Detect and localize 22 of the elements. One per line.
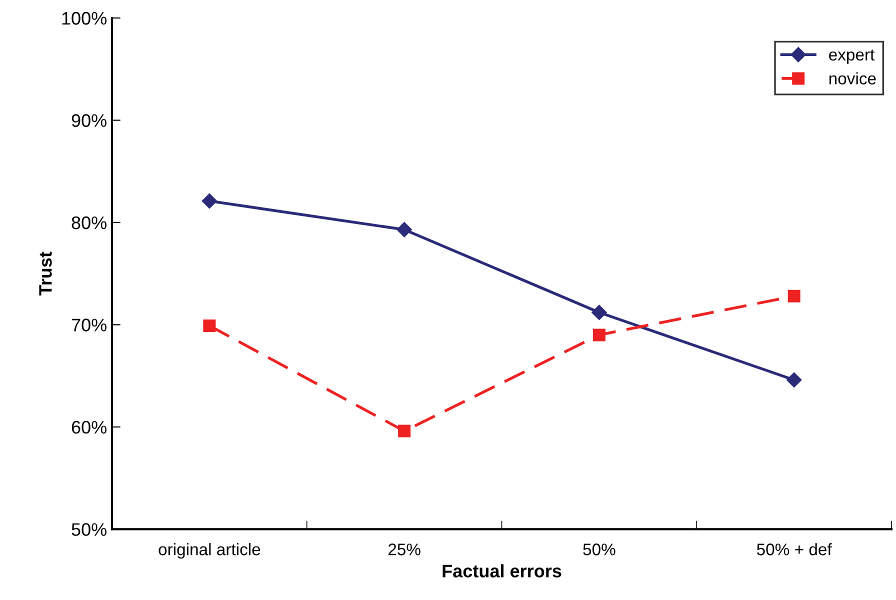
y-tick-label: 70% (72, 318, 106, 332)
point (202, 193, 218, 209)
y-axis-title: Trust (39, 252, 52, 296)
point (786, 372, 802, 388)
point (203, 319, 216, 332)
point (592, 328, 606, 342)
point (396, 222, 412, 238)
y-tick-label: 50% (72, 523, 106, 536)
x-tick-label: 50% + def (756, 543, 832, 556)
x-tick-label: original article (158, 543, 260, 559)
point (592, 304, 607, 320)
x-tick-label: 50% (583, 544, 616, 556)
y-tick-label: 80% (72, 216, 106, 230)
x-tick-label: 25% (388, 544, 420, 556)
legend-label: novice (829, 72, 876, 84)
legend-label: expert (829, 50, 875, 64)
point (398, 424, 411, 438)
point (788, 290, 800, 302)
x-axis-title: Factual errors (442, 564, 562, 578)
y-tick-label: 60% (72, 420, 106, 434)
y-tick-label: 100% (62, 12, 106, 25)
y-tick-label: 90% (72, 114, 106, 127)
